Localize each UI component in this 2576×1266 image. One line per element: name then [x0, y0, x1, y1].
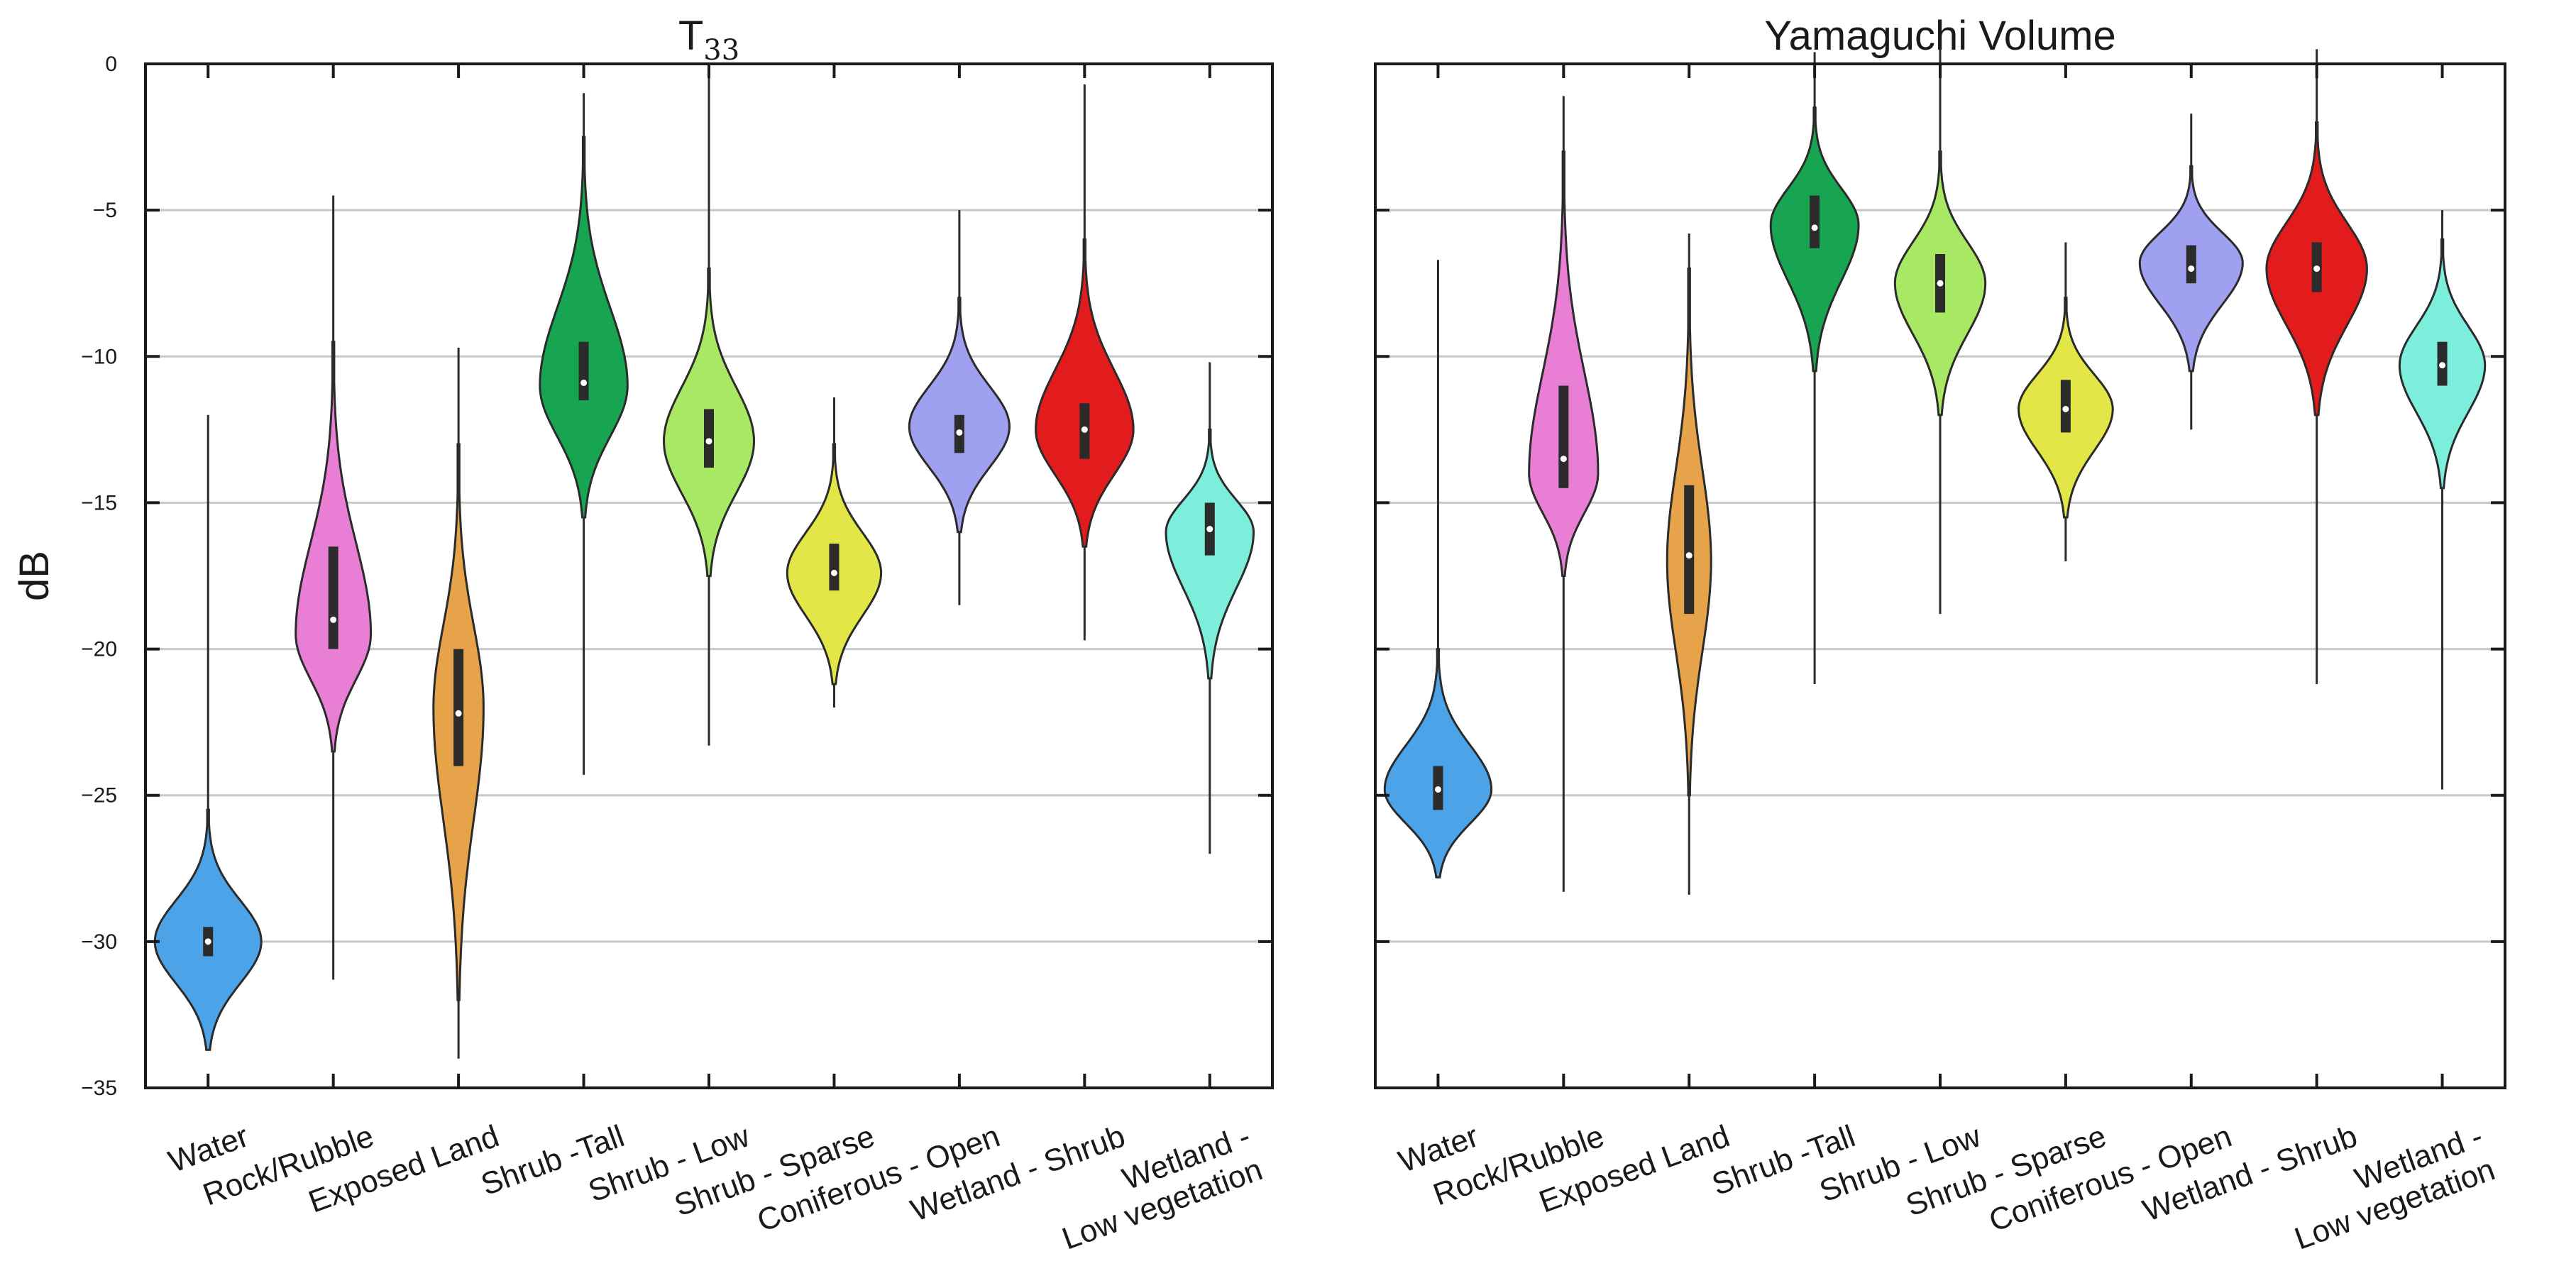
panel-0-violin-4-median	[705, 438, 712, 445]
panel-0-violin-1-median	[330, 616, 337, 623]
panel-1-violin-8-median	[2439, 362, 2446, 369]
panel-1-violin-6-median	[2188, 265, 2195, 273]
panel-1-violin-8	[2398, 210, 2487, 790]
panel-1-violin-5-median	[2062, 405, 2069, 412]
panel-0-violin-7	[1035, 84, 1135, 641]
panel-1-violin-0	[1383, 260, 1493, 879]
panel-0-violin-3-median	[580, 379, 588, 386]
y-tick-label-2: −10	[81, 345, 117, 368]
panel-0-violin-7-median	[1081, 426, 1088, 433]
y-axis-label: dB	[11, 551, 57, 601]
panel-1-violin-2-median	[1685, 552, 1692, 559]
panel-0-violin-5-median	[830, 569, 837, 576]
panel-1-violin-6-iqr	[2186, 245, 2196, 284]
y-tick-label-7: −35	[81, 1077, 117, 1100]
panel-0-violin-6-median	[956, 429, 963, 436]
panel-1-violin-7-median	[2313, 265, 2321, 273]
y-tick-label-6: −30	[81, 930, 117, 954]
panel-0-violin-1	[295, 195, 373, 980]
panel-1-violin-1-body	[1528, 150, 1600, 577]
panel-0-violin-3	[539, 93, 629, 775]
panel-1-violin-4	[1893, 49, 1987, 615]
panel-0-violin-3-body	[539, 136, 629, 519]
panel-0-violin-8-median	[1206, 526, 1213, 533]
y-tick-label-4: −20	[81, 638, 117, 661]
panel-0-violin-4	[662, 72, 756, 746]
panel-1-violin-0-median	[1434, 786, 1441, 793]
panel-0-violin-3-iqr	[578, 341, 589, 401]
panel-1-title-main: Yamaguchi Volume	[1764, 13, 2115, 59]
panel-0-violin-1-iqr	[328, 546, 338, 649]
panel-1-violin-1-median	[1560, 456, 1567, 463]
panel-0: 0−5−10−15−20−25−30−35WaterRock/RubbleExp…	[81, 13, 1274, 1257]
panel-1-violin-0-body	[1383, 648, 1493, 879]
panel-0-violin-2-iqr	[453, 649, 464, 766]
y-tick-label-3: −15	[81, 491, 117, 514]
panel-1-violin-7	[2265, 49, 2368, 685]
panel-1-violin-1-iqr	[1558, 385, 1569, 488]
panel-1-violin-2-iqr	[1684, 485, 1695, 615]
panel-0-violin-8	[1165, 362, 1255, 854]
panel-0-violin-5-iqr	[829, 544, 840, 591]
panel-1-violin-1	[1528, 96, 1600, 892]
panel-1-violin-4-median	[1937, 280, 1944, 287]
panel-1-title: Yamaguchi Volume	[1764, 13, 2115, 59]
panel-0-violin-2-median	[455, 710, 462, 717]
panel-0-violin-5	[786, 397, 883, 708]
panel-1-violin-5	[2018, 242, 2114, 561]
panel-1-violin-6	[2138, 114, 2244, 430]
panel-0-violin-0	[153, 414, 263, 1051]
panel-1-violin-3-median	[1811, 224, 1818, 231]
y-tick-label-0: 0	[105, 53, 117, 76]
y-tick-label-5: −25	[81, 784, 117, 808]
panel-0-violin-2	[432, 347, 485, 1059]
panel-0-title-sub: 33	[703, 34, 739, 67]
panel-1-violin-2	[1666, 233, 1712, 895]
panel-0-violin-0-median	[204, 938, 211, 945]
panel-0-violin-6	[908, 210, 1011, 605]
panel-0-violin-7-body	[1035, 238, 1135, 548]
panel-0-title-main: T	[678, 13, 703, 59]
panel-0-title: T33	[678, 13, 739, 67]
y-tick-label-1: −5	[93, 199, 117, 222]
panel-1-violin-3-iqr	[1810, 195, 1820, 248]
panel-1-violin-3	[1769, 52, 1860, 685]
